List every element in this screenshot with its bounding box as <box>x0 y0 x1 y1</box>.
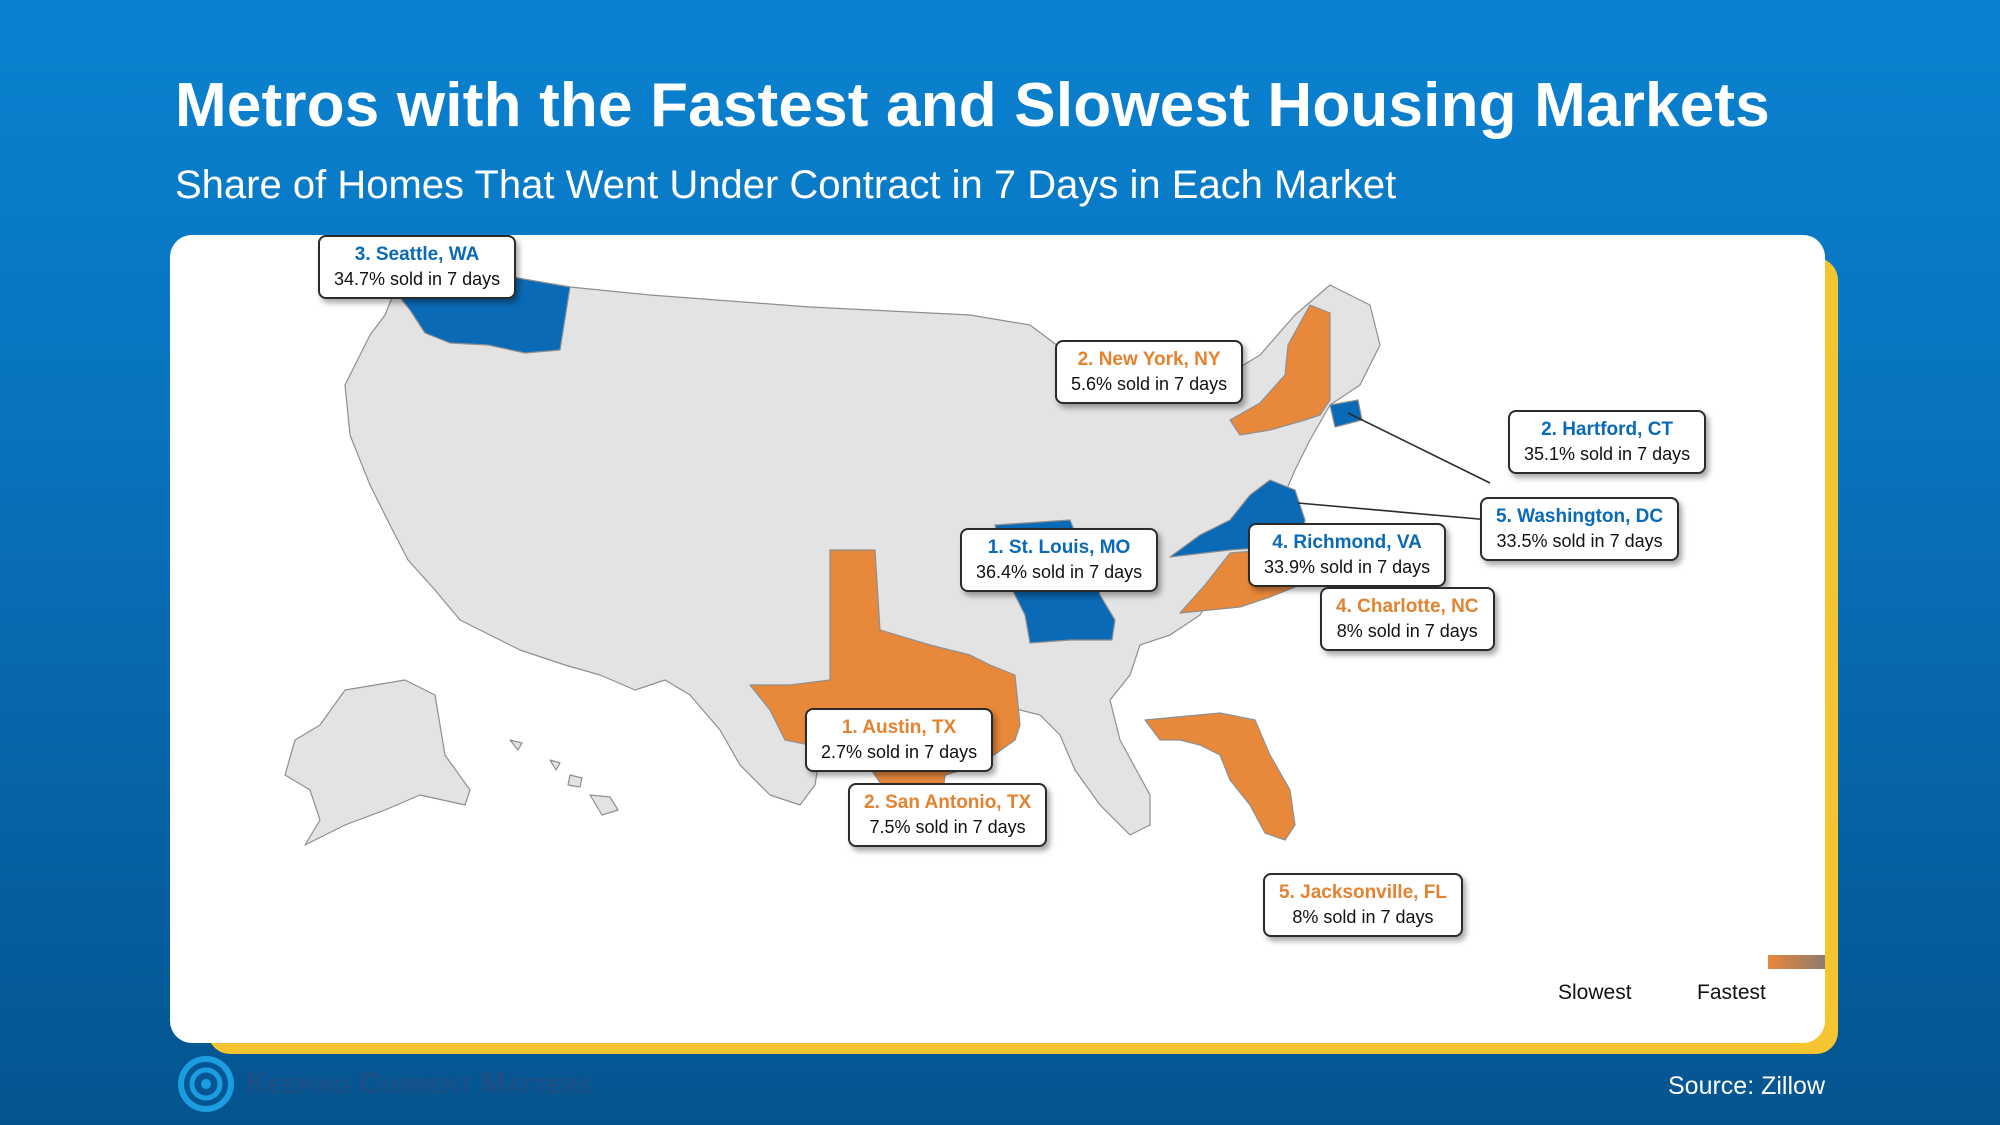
callout-value: 5.6% sold in 7 days <box>1071 374 1228 394</box>
callout-san-antonio: 2. San Antonio, TX 7.5% sold in 7 days <box>848 783 1048 847</box>
callout-richmond: 4. Richmond, VA 33.9% sold in 7 days <box>1248 523 1447 587</box>
callout-name: 2. New York, NY <box>1077 349 1221 370</box>
callout-name: 4. Charlotte, NC <box>1336 596 1479 617</box>
callout-value: 33.9% sold in 7 days <box>1264 557 1431 577</box>
state-florida <box>1144 712 1296 841</box>
callout-name: 5. Washington, DC <box>1496 506 1664 527</box>
legend-gradient-bar <box>1768 955 1825 969</box>
callout-name: 1. Austin, TX <box>841 717 957 738</box>
legend-slowest-label: Slowest <box>1558 981 1632 1004</box>
leader-line-washington-dc <box>1297 502 1491 521</box>
page-title: Metros with the Fastest and Slowest Hous… <box>175 71 1770 140</box>
leader-line-hartford <box>1347 412 1491 484</box>
callout-value: 34.7% sold in 7 days <box>334 269 501 289</box>
brand-logo-group: Keeping Current Matters <box>178 1056 592 1112</box>
map-card: 3. Seattle, WA 34.7% sold in 7 days 2. N… <box>170 235 1825 1043</box>
us-map <box>284 272 1491 846</box>
callout-austin: 1. Austin, TX 2.7% sold in 7 days <box>805 708 994 772</box>
callout-value: 8% sold in 7 days <box>1292 907 1434 927</box>
callout-name: 2. Hartford, CT <box>1541 419 1674 440</box>
callout-hartford: 2. Hartford, CT 35.1% sold in 7 days <box>1508 410 1707 474</box>
legend-fastest-label: Fastest <box>1697 981 1766 1004</box>
source-credit: Source: Zillow <box>1668 1072 1825 1100</box>
callout-value: 2.7% sold in 7 days <box>821 742 978 762</box>
hawaii-islands <box>509 739 619 816</box>
callout-jacksonville: 5. Jacksonville, FL 8% sold in 7 days <box>1263 873 1463 937</box>
callout-st-louis: 1. St. Louis, MO 36.4% sold in 7 days <box>960 528 1159 592</box>
callout-value: 8% sold in 7 days <box>1336 621 1478 641</box>
callout-value: 7.5% sold in 7 days <box>869 817 1026 837</box>
callout-washington-dc: 5. Washington, DC 33.5% sold in 7 days <box>1480 497 1680 561</box>
alaska-shape <box>284 679 471 846</box>
page-subtitle: Share of Homes That Went Under Contract … <box>175 163 1397 207</box>
callout-seattle: 3. Seattle, WA 34.7% sold in 7 days <box>318 235 517 299</box>
state-connecticut <box>1329 399 1363 428</box>
callout-name: 1. St. Louis, MO <box>987 537 1131 558</box>
callout-charlotte: 4. Charlotte, NC 8% sold in 7 days <box>1320 587 1495 651</box>
callout-new-york: 2. New York, NY 5.6% sold in 7 days <box>1055 340 1244 404</box>
callout-value: 36.4% sold in 7 days <box>976 562 1143 582</box>
callout-name: 2. San Antonio, TX <box>864 792 1032 813</box>
callout-value: 35.1% sold in 7 days <box>1524 444 1691 464</box>
callout-name: 5. Jacksonville, FL <box>1279 882 1447 903</box>
brand-name: Keeping Current Matters <box>246 1067 592 1100</box>
brand-swirl-icon <box>178 1056 234 1112</box>
callout-value: 33.5% sold in 7 days <box>1496 531 1663 551</box>
callout-name: 4. Richmond, VA <box>1272 532 1422 553</box>
callout-name: 3. Seattle, WA <box>354 244 480 265</box>
state-new-york <box>1229 304 1331 436</box>
